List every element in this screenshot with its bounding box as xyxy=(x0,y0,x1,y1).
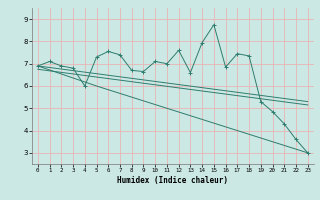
X-axis label: Humidex (Indice chaleur): Humidex (Indice chaleur) xyxy=(117,176,228,185)
